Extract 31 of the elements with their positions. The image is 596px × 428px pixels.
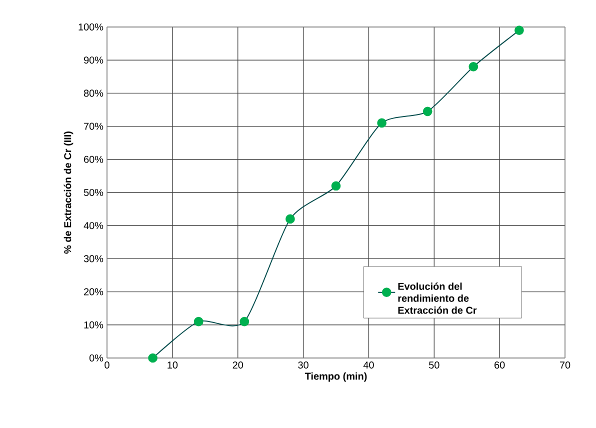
x-tick-label: 30 bbox=[298, 362, 308, 369]
point bbox=[240, 316, 250, 326]
legend-label: Evolución del rendimiento de Extracción de Cr bbox=[398, 282, 477, 314]
x-tick-label: 60 bbox=[494, 362, 505, 369]
x-tick-label: 50 bbox=[429, 362, 440, 369]
y-tick-label: 80% bbox=[84, 90, 104, 97]
y-tick-label: 90% bbox=[84, 56, 104, 64]
y-axis-title: % de Extracción de Cr (III) bbox=[64, 132, 74, 254]
point bbox=[286, 214, 295, 224]
x-tick-label: 10 bbox=[168, 362, 178, 369]
y-tick-label: 60% bbox=[84, 156, 104, 163]
x-tick-label: 40 bbox=[363, 362, 374, 369]
y-tick-label: 20% bbox=[84, 288, 104, 296]
point bbox=[194, 316, 204, 326]
point bbox=[514, 26, 524, 35]
y-tick-label: 10% bbox=[84, 321, 104, 328]
y-tick-label: 0% bbox=[89, 354, 104, 362]
point bbox=[331, 181, 341, 191]
y-tick-label: 70% bbox=[84, 122, 104, 130]
x-tick-label: 20 bbox=[232, 362, 244, 369]
x-tick-label: 70 bbox=[560, 362, 570, 369]
x-tick-label: 0 bbox=[104, 362, 110, 369]
point bbox=[377, 118, 386, 128]
y-tick-label: 50% bbox=[84, 188, 104, 196]
y-tick-label: 100% bbox=[78, 23, 104, 31]
y-tick-label: 40% bbox=[84, 222, 104, 230]
point bbox=[422, 106, 432, 116]
x-axis-title: Tiempo (min) bbox=[304, 372, 367, 382]
point bbox=[148, 353, 158, 363]
point bbox=[468, 62, 478, 72]
y-tick-label: 30% bbox=[84, 255, 104, 262]
